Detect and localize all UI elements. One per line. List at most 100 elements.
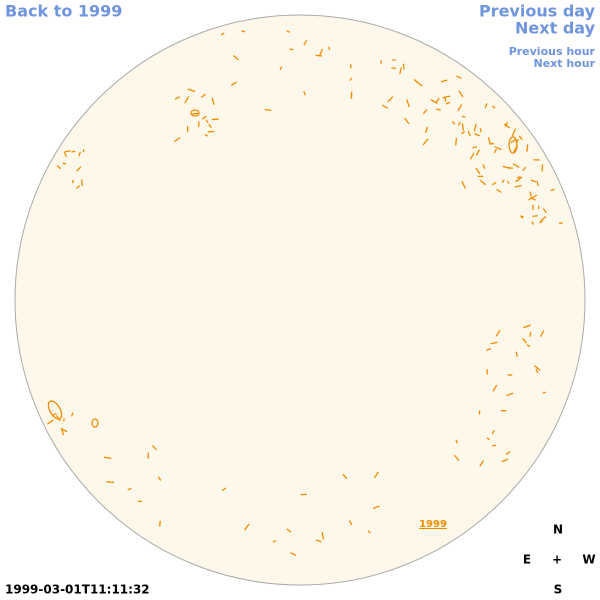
feature-contour xyxy=(531,194,538,199)
feature-contour xyxy=(430,98,438,104)
feature-contour xyxy=(495,329,501,337)
year-link[interactable]: 1999 xyxy=(419,519,447,530)
feature-contour xyxy=(523,324,531,329)
feature-contour xyxy=(192,112,199,115)
feature-contour xyxy=(205,119,209,124)
feature-contour xyxy=(491,181,497,186)
feature-contour xyxy=(455,137,458,146)
previous-day-link[interactable]: Previous day xyxy=(479,2,596,21)
feature-contour xyxy=(539,220,544,224)
feature-contour xyxy=(399,67,402,75)
feature-contour xyxy=(536,180,539,187)
feature-contour xyxy=(515,351,518,357)
feature-contour xyxy=(211,97,215,105)
feature-contour xyxy=(508,136,518,154)
feature-contour xyxy=(91,418,99,428)
feature-contour xyxy=(478,410,481,415)
feature-contour xyxy=(71,412,74,417)
feature-contour xyxy=(456,75,462,79)
feature-contour xyxy=(232,55,240,61)
feature-contour xyxy=(103,456,112,460)
feature-contour xyxy=(514,184,522,188)
feature-contour xyxy=(241,30,246,33)
feature-contour xyxy=(63,418,65,422)
previous-hour-link[interactable]: Previous hour xyxy=(509,45,596,58)
feature-contour xyxy=(381,104,389,109)
feature-contour xyxy=(315,54,322,57)
feature-contour xyxy=(76,166,82,172)
feature-contour xyxy=(82,149,85,153)
feature-contour xyxy=(455,439,458,444)
feature-contour xyxy=(540,215,547,222)
feature-contour xyxy=(492,444,497,447)
feature-contour xyxy=(511,128,517,137)
feature-contour xyxy=(47,419,54,425)
feature-contour xyxy=(486,348,492,351)
timestamp: 1999-03-01T11:11:32 xyxy=(5,583,150,597)
feature-contour xyxy=(533,365,541,371)
feature-contour xyxy=(522,166,527,172)
next-hour-link[interactable]: Next hour xyxy=(534,57,596,70)
feature-contour xyxy=(279,66,283,71)
feature-contour xyxy=(506,180,510,185)
feature-contour xyxy=(490,341,498,345)
feature-contour xyxy=(52,412,57,416)
feature-contour xyxy=(56,165,62,170)
feature-contour xyxy=(461,180,466,189)
back-link[interactable]: Back to 1999 xyxy=(5,2,122,21)
feature-contour xyxy=(201,115,207,120)
feature-contour xyxy=(482,164,486,170)
feature-contour xyxy=(532,215,538,218)
feature-contour xyxy=(422,109,428,115)
feature-contour xyxy=(174,96,181,100)
feature-contour xyxy=(457,121,462,126)
feature-contour xyxy=(496,188,502,194)
feature-contour xyxy=(290,552,297,557)
feature-contour xyxy=(522,338,528,344)
feature-contour xyxy=(47,400,63,420)
feature-contour xyxy=(63,151,68,158)
feature-contour xyxy=(230,81,237,86)
feature-contour xyxy=(348,520,353,526)
feature-contour xyxy=(484,103,488,109)
feature-contour xyxy=(520,215,524,218)
feature-contour xyxy=(243,523,250,531)
feature-contour xyxy=(461,115,466,119)
feature-contour xyxy=(451,121,456,125)
feature-contour xyxy=(473,123,477,132)
feature-contour xyxy=(479,460,485,467)
feature-contour xyxy=(321,531,325,540)
next-day-link[interactable]: Next day xyxy=(515,19,596,38)
compass-south: S xyxy=(554,583,563,597)
feature-contour xyxy=(387,96,394,103)
feature-contour xyxy=(190,109,200,117)
feature-contour xyxy=(62,162,67,165)
feature-contour xyxy=(550,188,555,192)
feature-contour xyxy=(510,138,517,144)
feature-contour xyxy=(512,163,520,169)
feature-contour xyxy=(157,476,162,481)
feature-contour xyxy=(539,330,545,337)
feature-contour xyxy=(220,32,225,36)
feature-contour xyxy=(479,128,482,133)
feature-contour xyxy=(75,185,81,190)
feature-contour xyxy=(493,148,498,154)
feature-contour xyxy=(486,437,490,441)
feature-contour xyxy=(502,165,511,170)
feature-contour xyxy=(492,384,498,392)
feature-contour xyxy=(413,78,418,84)
feature-contour xyxy=(457,104,463,112)
feature-contour xyxy=(187,88,196,93)
feature-contour xyxy=(506,392,514,397)
compass-center: + xyxy=(552,553,562,567)
feature-contour xyxy=(504,121,509,127)
feature-contour xyxy=(442,95,451,99)
feature-contour xyxy=(328,46,331,51)
feature-contour xyxy=(517,176,521,179)
feature-contour xyxy=(515,176,523,183)
feature-contour xyxy=(475,167,481,175)
feature-contour xyxy=(272,539,277,543)
feature-contour xyxy=(469,152,475,160)
feature-contour xyxy=(526,144,529,152)
